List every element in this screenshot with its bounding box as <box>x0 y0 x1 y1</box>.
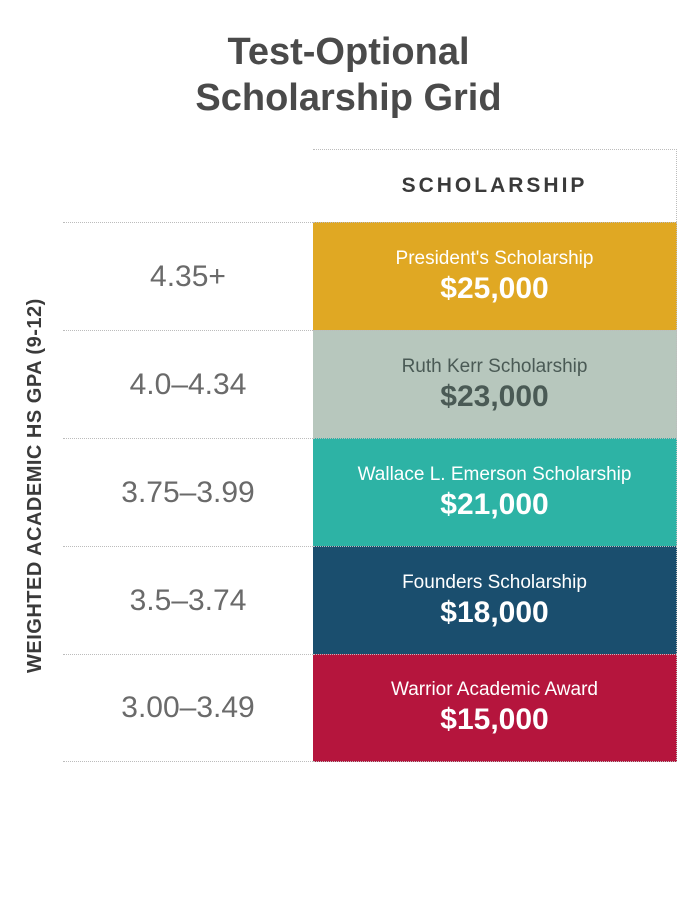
table-row: 4.0–4.34 Ruth Kerr Scholarship $23,000 <box>63 330 677 438</box>
scholarship-name: Ruth Kerr Scholarship <box>402 356 588 378</box>
gpa-cell: 4.35+ <box>63 222 313 330</box>
page-title: Test-Optional Scholarship Grid <box>20 30 677 121</box>
gpa-cell: 4.0–4.34 <box>63 330 313 438</box>
scholarship-cell: Founders Scholarship $18,000 <box>313 546 677 654</box>
table-row: 4.35+ President's Scholarship $25,000 <box>63 222 677 330</box>
table-row: 3.75–3.99 Wallace L. Emerson Scholarship… <box>63 438 677 546</box>
scholarship-amount: $15,000 <box>440 703 548 737</box>
scholarship-cell: President's Scholarship $25,000 <box>313 222 677 330</box>
scholarship-name: Wallace L. Emerson Scholarship <box>358 464 632 486</box>
scholarship-cell: Wallace L. Emerson Scholarship $21,000 <box>313 438 677 546</box>
scholarship-cell: Warrior Academic Award $15,000 <box>313 654 677 762</box>
scholarship-amount: $23,000 <box>440 380 548 414</box>
scholarship-amount: $18,000 <box>440 596 548 630</box>
table-row: 3.5–3.74 Founders Scholarship $18,000 <box>63 546 677 654</box>
title-line-2: Scholarship Grid <box>20 76 677 122</box>
table-row: 3.00–3.49 Warrior Academic Award $15,000 <box>63 654 677 762</box>
header-row: SCHOLARSHIP <box>63 149 677 222</box>
scholarship-name: President's Scholarship <box>396 248 594 270</box>
scholarship-name: Warrior Academic Award <box>391 679 598 701</box>
scholarship-grid-container: Test-Optional Scholarship Grid WEIGHTED … <box>0 0 697 782</box>
scholarship-amount: $25,000 <box>440 272 548 306</box>
rows-section: 4.35+ President's Scholarship $25,000 4.… <box>63 222 677 762</box>
gpa-cell: 3.75–3.99 <box>63 438 313 546</box>
scholarship-amount: $21,000 <box>440 488 548 522</box>
scholarship-header: SCHOLARSHIP <box>313 149 677 222</box>
y-axis-label: WEIGHTED ACADEMIC HS GPA (9-12) <box>20 209 51 762</box>
scholarship-name: Founders Scholarship <box>402 572 587 594</box>
scholarship-cell: Ruth Kerr Scholarship $23,000 <box>313 330 677 438</box>
header-spacer <box>63 149 313 222</box>
grid-wrapper: WEIGHTED ACADEMIC HS GPA (9-12) SCHOLARS… <box>20 149 677 762</box>
gpa-cell: 3.00–3.49 <box>63 654 313 762</box>
grid-area: SCHOLARSHIP 4.35+ President's Scholarshi… <box>63 149 677 762</box>
gpa-cell: 3.5–3.74 <box>63 546 313 654</box>
title-line-1: Test-Optional <box>20 30 677 76</box>
